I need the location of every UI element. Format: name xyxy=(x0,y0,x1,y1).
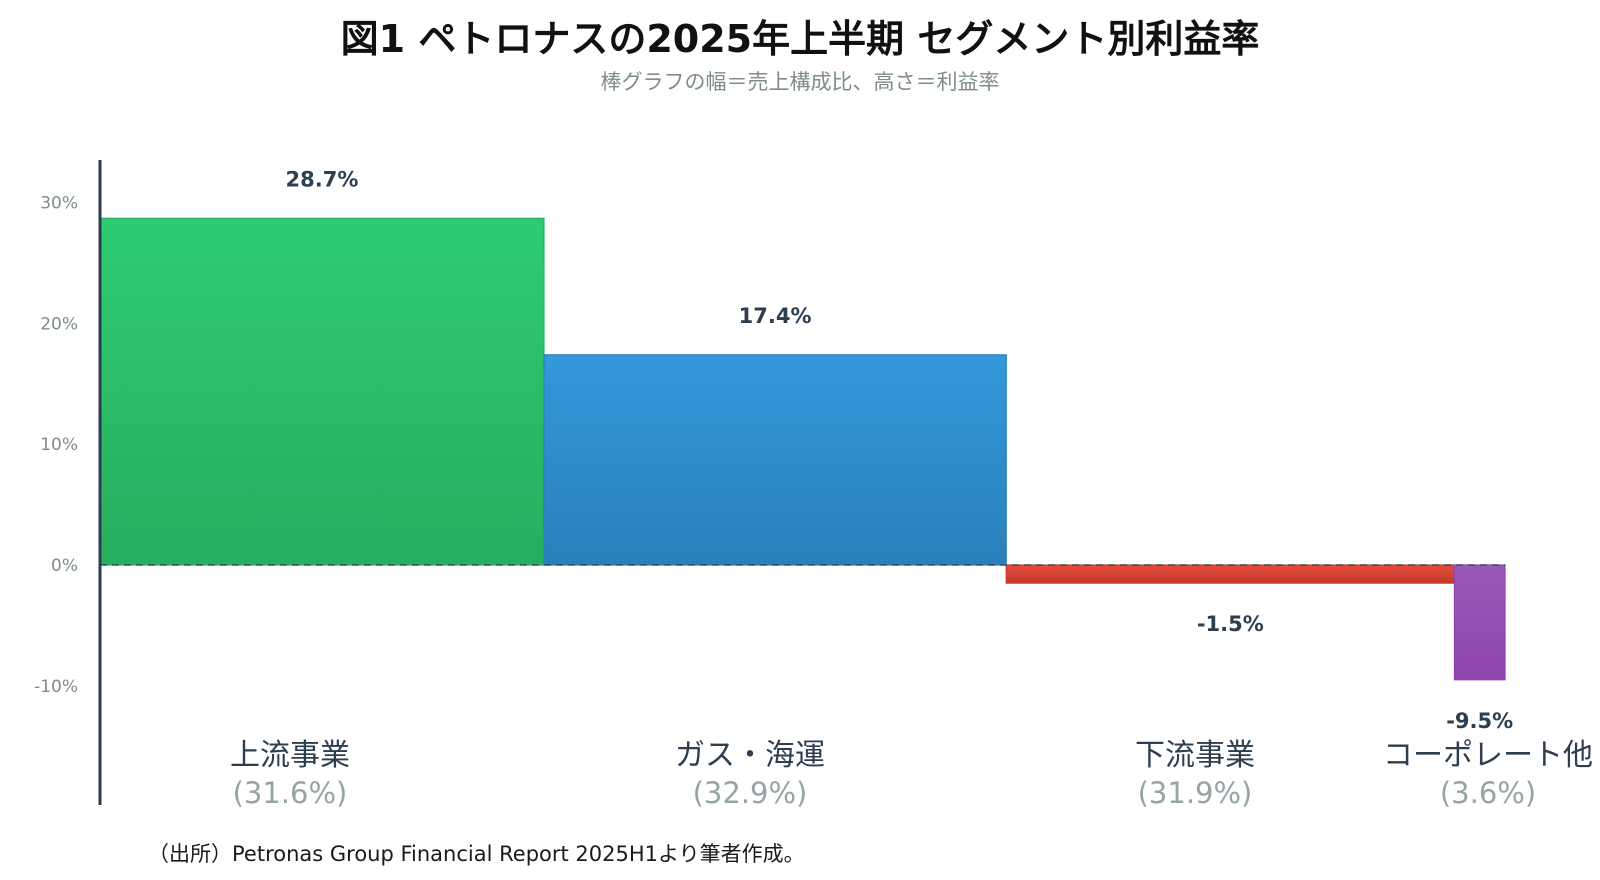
bar-4 xyxy=(1453,564,1506,681)
category-label: コーポレート他 xyxy=(1383,738,1593,773)
category-label: 下流事業 xyxy=(1135,738,1255,773)
y-tick-label: 10% xyxy=(40,435,78,455)
chart-title: 図1 ペトロナスの2025年上半期 セグメント別利益率 xyxy=(340,17,1260,61)
share-label: (31.6%) xyxy=(233,776,348,810)
y-tick-label: 0% xyxy=(51,556,78,576)
y-tick-label: 20% xyxy=(40,314,78,334)
bar-2 xyxy=(543,354,1007,566)
share-label: (32.9%) xyxy=(693,776,808,810)
value-label: 17.4% xyxy=(739,304,812,328)
value-label: -1.5% xyxy=(1197,612,1264,636)
y-tick-label: -10% xyxy=(34,677,78,697)
value-label: -9.5% xyxy=(1446,709,1513,733)
bars-layer xyxy=(99,217,1506,681)
source-note: （出所）Petronas Group Financial Report 2025… xyxy=(148,842,805,866)
category-label: 上流事業 xyxy=(230,738,350,773)
share-label: (3.6%) xyxy=(1440,776,1536,810)
chart-subtitle: 棒グラフの幅＝売上構成比、高さ＝利益率 xyxy=(600,70,1000,94)
axis-layer: 30% 20% 10% 0% -10% xyxy=(34,160,1505,805)
y-tick-label: 30% xyxy=(40,194,78,214)
labels-layer: 28.7% 上流事業(31.6%) 17.4% ガス・海運(32.9%) -1.5% 下流… xyxy=(230,167,1593,810)
bar-3 xyxy=(1005,564,1456,584)
category-label: ガス・海運 xyxy=(675,738,825,773)
value-label: 28.7% xyxy=(286,167,359,191)
share-label: (31.9%) xyxy=(1138,776,1253,810)
bar-1 xyxy=(99,217,545,566)
